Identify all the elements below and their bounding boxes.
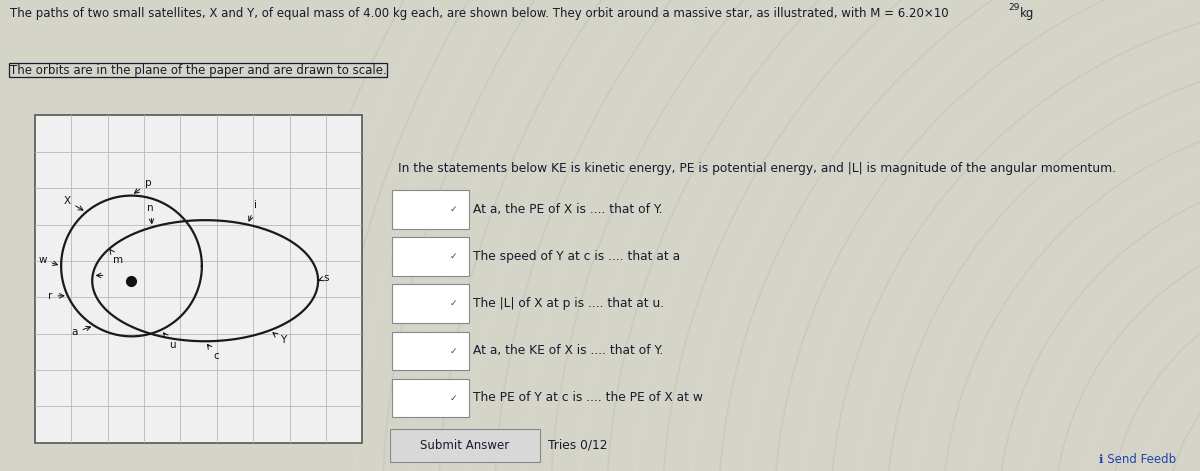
Text: Tries 0/12: Tries 0/12 (548, 439, 607, 452)
Text: X: X (64, 196, 83, 210)
FancyBboxPatch shape (392, 284, 469, 323)
FancyBboxPatch shape (392, 332, 469, 370)
Text: ✓: ✓ (450, 393, 457, 403)
FancyBboxPatch shape (392, 190, 469, 229)
Text: a: a (71, 326, 90, 338)
Text: ✓: ✓ (450, 299, 457, 309)
Text: Submit Answer: Submit Answer (420, 439, 510, 452)
Text: r: r (48, 291, 64, 301)
Text: The |L| of X at p is .... that at u.: The |L| of X at p is .... that at u. (474, 297, 665, 310)
Text: ℹ Send Feedb: ℹ Send Feedb (1098, 453, 1176, 466)
Text: c: c (208, 344, 220, 361)
Text: s: s (319, 273, 329, 283)
Text: ✓: ✓ (450, 346, 457, 356)
Text: kg: kg (1020, 7, 1034, 20)
FancyBboxPatch shape (392, 237, 469, 276)
Text: 29: 29 (1008, 3, 1019, 12)
Text: n: n (148, 203, 154, 223)
Text: The PE of Y at c is .... the PE of X at w: The PE of Y at c is .... the PE of X at … (474, 391, 703, 405)
Text: ✓: ✓ (450, 252, 457, 261)
Text: At a, the KE of X is .... that of Y.: At a, the KE of X is .... that of Y. (474, 344, 664, 357)
Text: w: w (38, 255, 58, 266)
Text: ✓: ✓ (450, 205, 457, 214)
Text: i: i (248, 200, 257, 221)
Text: m: m (110, 250, 122, 265)
Text: Y: Y (272, 333, 286, 345)
FancyBboxPatch shape (392, 379, 469, 417)
Text: In the statements below KE is kinetic energy, PE is potential energy, and |L| is: In the statements below KE is kinetic en… (398, 162, 1116, 176)
Text: At a, the PE of X is .... that of Y.: At a, the PE of X is .... that of Y. (474, 203, 664, 216)
Text: p: p (134, 178, 151, 193)
Text: The orbits are in the plane of the paper and are drawn to scale.: The orbits are in the plane of the paper… (10, 64, 386, 77)
FancyBboxPatch shape (390, 429, 540, 462)
Text: The speed of Y at c is .... that at a: The speed of Y at c is .... that at a (474, 250, 680, 263)
Text: u: u (163, 333, 176, 350)
Text: The paths of two small satellites, X and Y, of equal mass of 4.00 kg each, are s: The paths of two small satellites, X and… (10, 7, 948, 20)
